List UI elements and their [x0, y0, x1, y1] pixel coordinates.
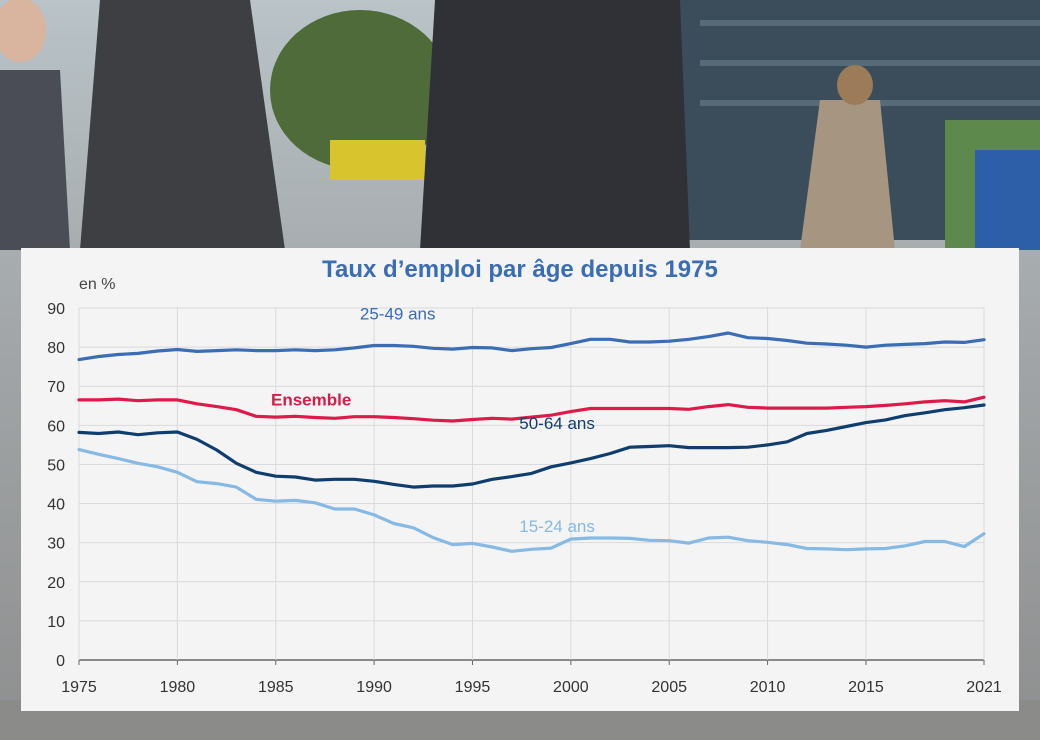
x-tick-label: 2021 — [966, 679, 1002, 696]
line-chart: 0 10 20 30 40 50 60 70 80 90 1975 1980 1985 1990 1995 2… — [47, 301, 1002, 696]
y-tick-label: 20 — [47, 575, 65, 592]
series-label-15-24-ans: 15-24 ans — [519, 517, 595, 536]
x-tick-label: 1995 — [455, 679, 491, 696]
y-axis-unit-label: en % — [79, 276, 116, 293]
series-line-25-49-ans — [77, 331, 986, 362]
series-line-15-24-ans — [77, 448, 986, 553]
x-tick-label: 2010 — [750, 679, 786, 696]
series-label-25-49-ans: 25-49 ans — [360, 305, 436, 324]
x-tick-label: 2015 — [848, 679, 884, 696]
y-tick-label: 10 — [47, 614, 65, 631]
chart-panel: Taux d’emploi par âge depuis 1975 en % 0… — [21, 248, 1019, 711]
x-tick-label: 1985 — [258, 679, 294, 696]
y-tick-label: 60 — [47, 418, 65, 435]
y-tick-label: 30 — [47, 536, 65, 553]
y-tick-label: 40 — [47, 497, 65, 514]
y-tick-label: 0 — [56, 653, 65, 670]
x-tick-label: 1990 — [356, 679, 392, 696]
y-tick-label: 70 — [47, 379, 65, 396]
series-label-50-64-ans: 50-64 ans — [519, 414, 595, 433]
y-tick-label: 50 — [47, 457, 65, 474]
x-tick-label: 1980 — [160, 679, 196, 696]
x-tick-label: 2000 — [553, 679, 589, 696]
series-line-50-64-ans — [77, 403, 986, 489]
y-tick-label: 80 — [47, 340, 65, 357]
x-tick-label: 2005 — [651, 679, 687, 696]
y-tick-label: 90 — [47, 301, 65, 318]
series-line-ensemble — [77, 395, 986, 423]
x-tick-label: 1975 — [61, 679, 97, 696]
series-label-ensemble: Ensemble — [271, 391, 351, 410]
chart-title: Taux d’emploi par âge depuis 1975 — [322, 256, 718, 283]
